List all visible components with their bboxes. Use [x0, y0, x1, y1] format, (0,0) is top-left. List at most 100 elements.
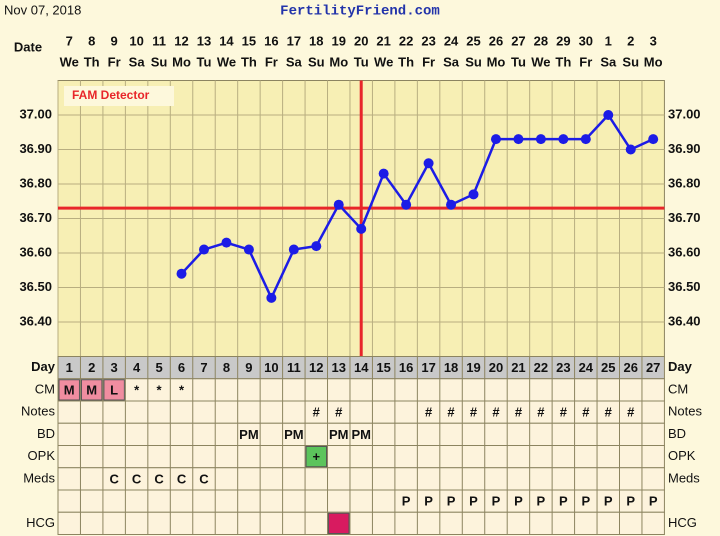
date-number: 27: [511, 33, 525, 48]
temp-point: [468, 189, 479, 200]
cell-highlight: [103, 379, 125, 401]
row-label: BD: [37, 426, 55, 441]
date-number: 16: [264, 33, 278, 48]
date-label: Date: [14, 39, 42, 54]
cell-text: #: [515, 405, 523, 420]
cell-text: 27: [646, 360, 660, 375]
weekday: Su: [151, 54, 168, 69]
cell-text: C: [109, 471, 119, 486]
y-tick-label-right: 36.50: [668, 279, 701, 294]
weekday: Th: [398, 54, 414, 69]
cell-text: #: [447, 405, 455, 420]
cell-text: #: [425, 405, 433, 420]
cell-text: PM: [329, 427, 349, 442]
row-label: Notes: [21, 404, 55, 419]
y-tick-label: 36.80: [19, 175, 52, 190]
weekday: Mo: [329, 54, 348, 69]
date-number: 22: [399, 33, 413, 48]
cell-text: 14: [354, 360, 369, 375]
y-tick-label: 36.50: [19, 279, 52, 294]
temp-point: [535, 134, 546, 145]
y-tick-label: 36.70: [19, 210, 52, 225]
y-tick-label-right: 36.40: [668, 313, 701, 328]
table-row: [57, 445, 665, 469]
weekday: We: [531, 54, 550, 69]
temp-point: [311, 241, 322, 252]
temp-point: [580, 134, 591, 145]
row-label: OPK: [28, 448, 56, 463]
cell-text: C: [132, 471, 142, 486]
cell-text: 11: [287, 360, 301, 375]
row-label-right: BD: [668, 426, 686, 441]
temp-point: [423, 158, 434, 169]
y-tick-label-right: 36.80: [668, 175, 701, 190]
table-row: [57, 378, 665, 402]
cell-text: 10: [264, 360, 278, 375]
temp-point: [266, 292, 277, 303]
weekday: Sa: [443, 54, 460, 69]
date-number: 1: [605, 33, 612, 48]
cell-text: P: [537, 494, 546, 509]
y-tick-label: 37.00: [19, 106, 52, 121]
table-row: [57, 467, 665, 491]
cell-text: P: [469, 494, 478, 509]
cell-text: P: [447, 494, 456, 509]
date-number: 18: [309, 33, 323, 48]
weekday: Sa: [600, 54, 617, 69]
y-tick-label-right: 36.60: [668, 244, 701, 259]
cell-text: P: [492, 494, 501, 509]
weekday: Su: [465, 54, 482, 69]
date-number: 24: [444, 33, 459, 48]
cell-text: 7: [200, 360, 207, 375]
temp-point: [221, 237, 232, 248]
cell-text: P: [402, 494, 411, 509]
y-tick-label: 36.90: [19, 141, 52, 156]
date-number: 17: [287, 33, 301, 48]
chart-date: Nov 07, 2018: [4, 2, 81, 17]
date-number: 7: [66, 33, 73, 48]
date-number: 8: [88, 33, 95, 48]
cell-text: #: [605, 405, 613, 420]
cell-text: 2: [88, 360, 95, 375]
temp-point: [356, 223, 367, 234]
temp-line: [180, 112, 654, 301]
cell-text: #: [582, 405, 590, 420]
table-row: [57, 489, 665, 513]
cell-text: P: [604, 494, 613, 509]
temp-point: [198, 244, 209, 255]
cell-text: 9: [245, 360, 252, 375]
cell-text: 13: [332, 360, 346, 375]
date-number: 23: [421, 33, 435, 48]
date-number: 10: [129, 33, 143, 48]
y-tick-label-right: 36.70: [668, 210, 701, 225]
temp-point: [401, 199, 412, 210]
date-number: 15: [242, 33, 256, 48]
row-label: Meds: [23, 470, 55, 485]
date-number: 30: [579, 33, 593, 48]
cell-text: 23: [556, 360, 570, 375]
temp-point: [446, 199, 457, 210]
date-number: 13: [197, 33, 211, 48]
weekday: We: [374, 54, 393, 69]
row-label: CM: [35, 381, 55, 396]
cell-text: 17: [421, 360, 435, 375]
date-number: 12: [174, 33, 188, 48]
cell-text: *: [134, 382, 140, 397]
weekday: Th: [84, 54, 100, 69]
weekday: Su: [308, 54, 325, 69]
row-label-right: Day: [668, 359, 693, 374]
cell-text: 16: [399, 360, 413, 375]
cell-text: 3: [111, 360, 118, 375]
cell-text: PM: [239, 427, 259, 442]
date-number: 19: [332, 33, 346, 48]
date-number: 28: [534, 33, 548, 48]
row-label-right: OPK: [668, 448, 696, 463]
y-tick-label: 36.40: [19, 313, 52, 328]
cell-highlight: [305, 446, 328, 468]
cell-text: 5: [155, 360, 162, 375]
cell-text: 15: [376, 360, 390, 375]
cell-text: 8: [223, 360, 230, 375]
weekday: Su: [622, 54, 639, 69]
cell-text: C: [199, 471, 209, 486]
temp-point: [648, 134, 659, 145]
